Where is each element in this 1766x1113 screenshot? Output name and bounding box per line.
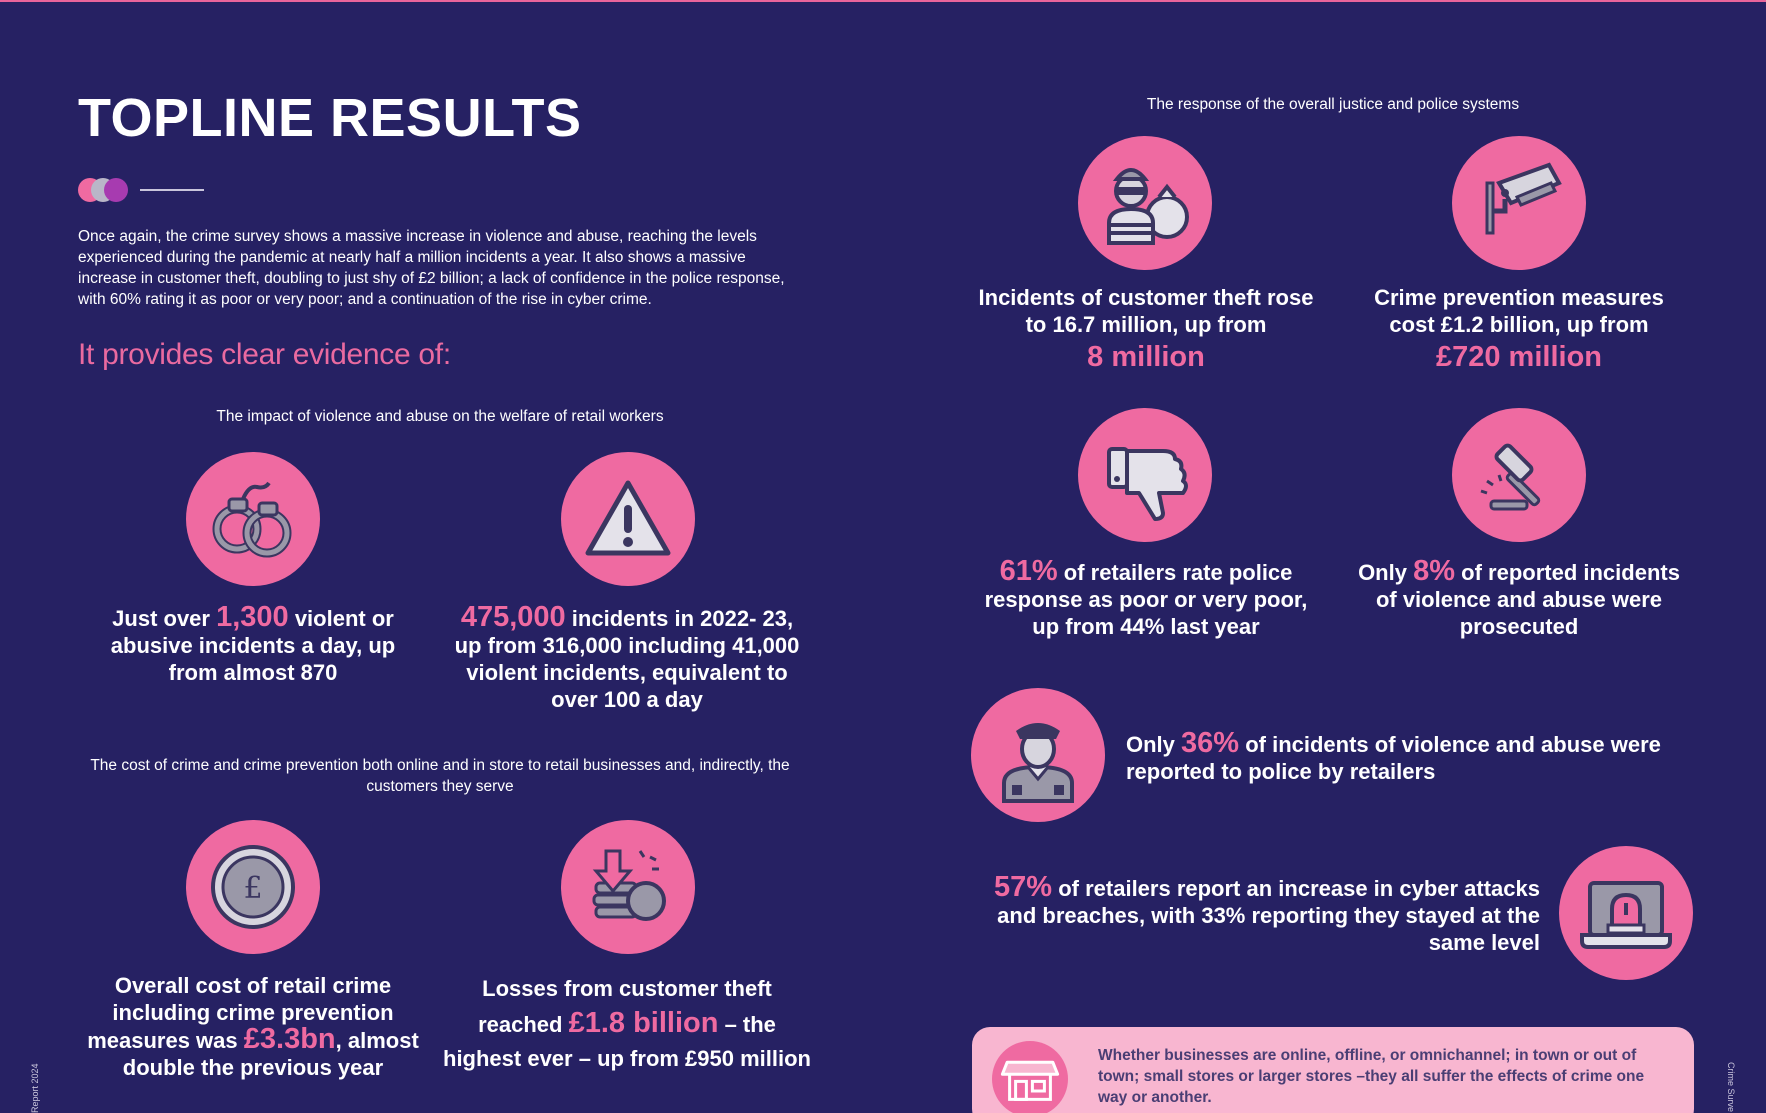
top-accent-line bbox=[0, 0, 1766, 2]
stat-suffix: violent bbox=[294, 606, 366, 631]
left-margin-label: Report 2024 bbox=[30, 1063, 40, 1113]
stat-value: 475,000 bbox=[460, 601, 566, 633]
thief-icon bbox=[1078, 136, 1212, 270]
overall-cost-stat: Overall cost of retail crime including c… bbox=[72, 972, 434, 1081]
customer-theft-incidents-stat: Incidents of customer theft rose to 16.7… bbox=[976, 284, 1316, 376]
stat-prefix: Just over bbox=[112, 606, 210, 631]
decorative-dots bbox=[78, 178, 218, 202]
laptop-alarm-icon bbox=[1559, 846, 1693, 980]
storefront-icon bbox=[992, 1041, 1068, 1113]
prevention-cost-stat: Crime prevention measures cost £1.2 bill… bbox=[1352, 284, 1686, 376]
page-title: TOPLINE RESULTS bbox=[78, 88, 582, 148]
violent-incidents-stat: Just over 1,300 violent or abusive incid… bbox=[100, 601, 406, 686]
stat-suffix: incidents in 2022- bbox=[571, 606, 757, 631]
justice-section-heading: The response of the overall justice and … bbox=[1146, 96, 1520, 113]
stat-value: 1,300 bbox=[216, 601, 289, 633]
stat-text: Incidents of customer theft rose to 16.7… bbox=[978, 285, 1314, 337]
stat-value: 57% bbox=[994, 871, 1053, 903]
gavel-icon bbox=[1452, 408, 1586, 542]
footer-callout: Whether businesses are online, offline, … bbox=[972, 1027, 1694, 1113]
right-margin-label: Crime Surve bbox=[1726, 1062, 1736, 1113]
prosecuted-stat: Only 8% of reported incidents of violenc… bbox=[1352, 555, 1686, 640]
total-incidents-stat: 475,000 incidents in 2022- 23, up from 3… bbox=[450, 601, 804, 713]
stat-text-end: , almost double the previous year bbox=[122, 1028, 419, 1080]
pound-coin-icon: £ bbox=[186, 820, 320, 954]
cost-section-heading: The cost of crime and crime prevention b… bbox=[90, 757, 790, 795]
stat-text: of retailers rate police response as poo… bbox=[984, 560, 1308, 639]
thumbs-down-icon bbox=[1078, 408, 1212, 542]
stat-value: £1.8 billion bbox=[568, 1007, 719, 1039]
stat-value: 8 million bbox=[1087, 341, 1205, 373]
falling-coins-icon bbox=[561, 820, 695, 954]
reported-to-police-stat: Only 36% of incidents of violence and ab… bbox=[1126, 727, 1686, 785]
evidence-heading: It provides clear evidence of: bbox=[78, 338, 451, 371]
svg-text:£: £ bbox=[243, 871, 262, 906]
intro-paragraph: Once again, the crime survey shows a mas… bbox=[78, 228, 785, 308]
cctv-camera-icon bbox=[1452, 136, 1586, 270]
warning-icon bbox=[561, 452, 695, 586]
police-officer-icon bbox=[971, 688, 1105, 822]
stat-prefix: Only bbox=[1126, 732, 1175, 757]
purple-dot bbox=[104, 178, 128, 202]
stat-value: 8% bbox=[1413, 555, 1456, 587]
stat-prefix: Only bbox=[1358, 560, 1407, 585]
stat-text-end: – the highest ever – up from £950 millio… bbox=[443, 1012, 811, 1071]
customer-theft-losses-stat: Losses from customer theft reached £1.8 … bbox=[440, 972, 814, 1076]
stat-text: 23, up from 316,000 including 41,000 vio… bbox=[454, 606, 800, 712]
stat-text: or abusive incidents a day, up from almo… bbox=[110, 606, 396, 685]
stat-text: of retailers report an increase in cyber… bbox=[997, 876, 1540, 955]
handcuffs-icon bbox=[186, 452, 320, 586]
stat-text: Overall cost of retail crime including c… bbox=[87, 973, 394, 1053]
stat-text: Crime prevention measures cost £1.2 bill… bbox=[1374, 285, 1664, 337]
stat-value: 61% bbox=[999, 555, 1058, 587]
cyber-attacks-stat: 57% of retailers report an increase in c… bbox=[972, 871, 1540, 956]
police-rating-stat: 61% of retailers rate police response as… bbox=[976, 555, 1316, 640]
welfare-section-heading: The impact of violence and abuse on the … bbox=[216, 408, 664, 425]
stat-text: Losses from customer theft reached bbox=[478, 976, 772, 1037]
stat-value: 36% bbox=[1181, 727, 1240, 759]
stat-text: of incidents of violence and abuse were … bbox=[1126, 732, 1661, 784]
stat-value: £3.3bn bbox=[243, 1023, 336, 1055]
stat-value: £720 million bbox=[1435, 341, 1602, 373]
divider-line bbox=[140, 189, 204, 191]
footer-text: Whether businesses are online, offline, … bbox=[1098, 1047, 1645, 1106]
stat-text: of reported incidents of violence and ab… bbox=[1375, 560, 1680, 639]
